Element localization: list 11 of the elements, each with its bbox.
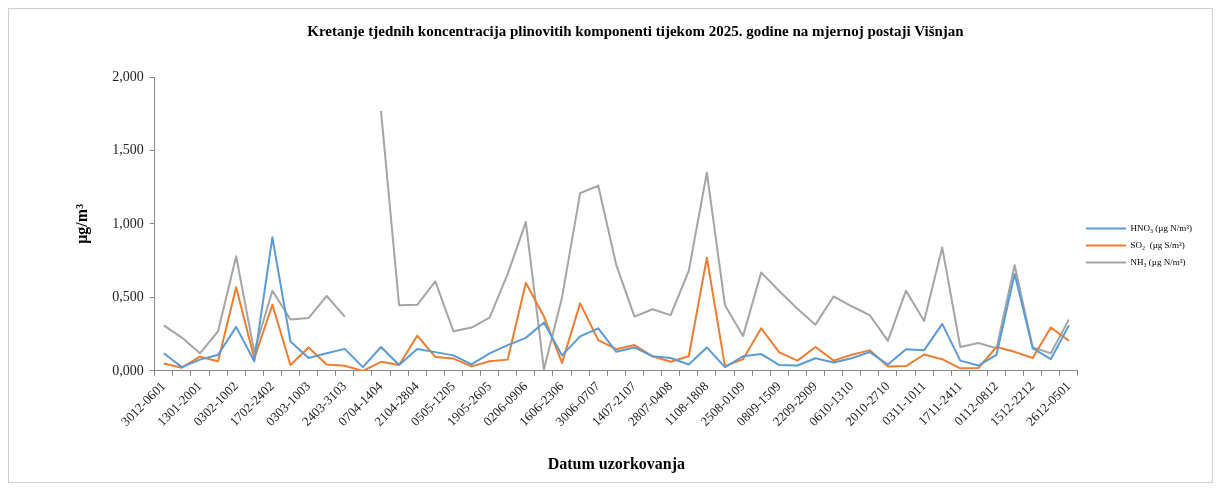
- legend-label: NH₃ (µg N/m³): [1130, 256, 1186, 267]
- y-tick-label: 2,000: [112, 68, 144, 84]
- y-tick-label: 0,500: [112, 289, 144, 305]
- legend-label: SO₂ (µg S/m³): [1130, 239, 1185, 250]
- chart-title: Kretanje tjednih koncentracija plinovitih komponenti tijekom 2025. godine na mjernoj postaji Višnjan: [307, 22, 965, 39]
- y-tick-label: 0,000: [112, 362, 144, 378]
- y-axis-title: µg/m³: [72, 203, 91, 244]
- y-tick-label: 1,000: [112, 215, 144, 231]
- y-tick-label: 1,500: [112, 142, 144, 158]
- x-axis-title: Datum uzorkovanja: [547, 454, 686, 473]
- legend-label: HNO₃ (µg N/m³): [1130, 222, 1192, 233]
